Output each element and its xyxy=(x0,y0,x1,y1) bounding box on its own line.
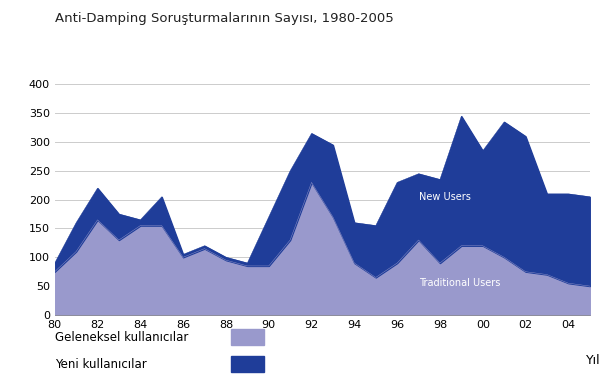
Text: New Users: New Users xyxy=(418,192,471,202)
Text: Traditional Users: Traditional Users xyxy=(418,278,500,288)
Text: Yıl: Yıl xyxy=(586,354,601,367)
Text: Yeni kullanıcılar: Yeni kullanıcılar xyxy=(55,358,147,371)
Text: Anti-Damping Soruşturmalarının Sayısı, 1980-2005: Anti-Damping Soruşturmalarının Sayısı, 1… xyxy=(55,12,393,25)
Text: Geleneksel kullanıcılar: Geleneksel kullanıcılar xyxy=(55,331,188,344)
